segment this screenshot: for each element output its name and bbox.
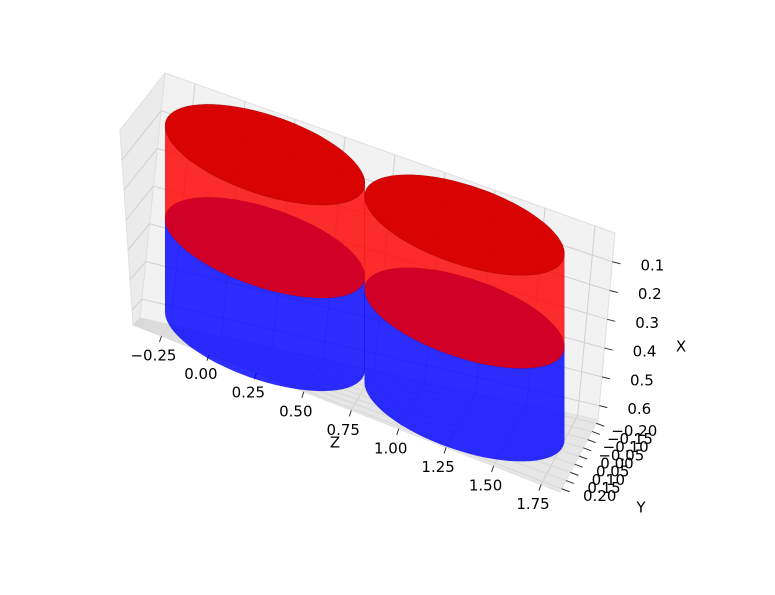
tick-mark [158,335,162,343]
grid-line [123,148,158,191]
y-tick-label: −0.20 [611,422,657,440]
z-tick-label: 1.00 [374,439,407,457]
y-tick-label: 0.20 [583,487,616,505]
x-tick-label: 0.3 [635,314,659,332]
y-tick-label: −0.10 [603,438,649,456]
x-axis-label: X [676,338,686,356]
tick-mark [578,455,588,460]
tick-mark [601,376,611,380]
x-tick-label: 0.5 [630,371,654,389]
z-tick-label: 1.25 [421,458,454,476]
y-tick-label: 0.10 [592,471,625,489]
y-tick-label: −0.05 [598,446,644,464]
z-tick-label: 1.75 [516,495,549,513]
tick-mark [574,463,583,468]
z-tick-label: 0.75 [327,421,360,439]
tick-mark [538,484,542,491]
z-tick-label: 0.00 [184,365,217,383]
z-tick-label: −0.25 [130,347,176,365]
grid-line [125,185,154,221]
grid-line [129,261,147,281]
tick-mark [599,405,608,409]
x-tick-label: 0.1 [640,256,664,274]
tick-mark [596,422,605,427]
tick-mark [604,347,613,351]
tick-mark [491,465,495,473]
tick-mark [348,410,352,417]
z-tick-label: 1.50 [469,477,502,495]
z-tick-label: 0.50 [279,402,312,420]
x-tick-label: 0.2 [638,285,662,303]
y-tick-label: 0.15 [587,479,620,497]
tick-mark [443,447,447,454]
tick-mark [561,488,570,493]
grid-line [127,223,151,251]
tick-mark [301,391,305,398]
tick-mark [583,447,592,452]
cylinder-cap-shade [165,104,365,206]
tick-mark [396,428,400,436]
cylinder-top [164,103,366,206]
tick-mark [612,261,621,265]
y-tick-label: 0.05 [596,463,629,481]
tick-mark [607,318,616,322]
grid-line [121,110,162,161]
y-axis-label: Y [635,499,646,517]
cylinder-top [363,174,566,276]
tick-mark [565,480,575,485]
y-tick-label: 0.00 [600,455,633,473]
x-tick-label: 0.6 [627,400,651,418]
cylinder-cap-shade [364,174,565,276]
y-tick-label: −0.15 [607,430,653,448]
z-axis-label: Z [330,434,340,452]
tick-mark [609,290,618,294]
x-tick-label: 0.4 [633,343,657,361]
z-tick-label: 0.25 [232,384,265,402]
tick-mark [570,471,579,476]
tick-mark [591,430,601,435]
grid-line [577,225,596,416]
tick-mark [587,439,596,444]
grid-line [131,298,143,311]
